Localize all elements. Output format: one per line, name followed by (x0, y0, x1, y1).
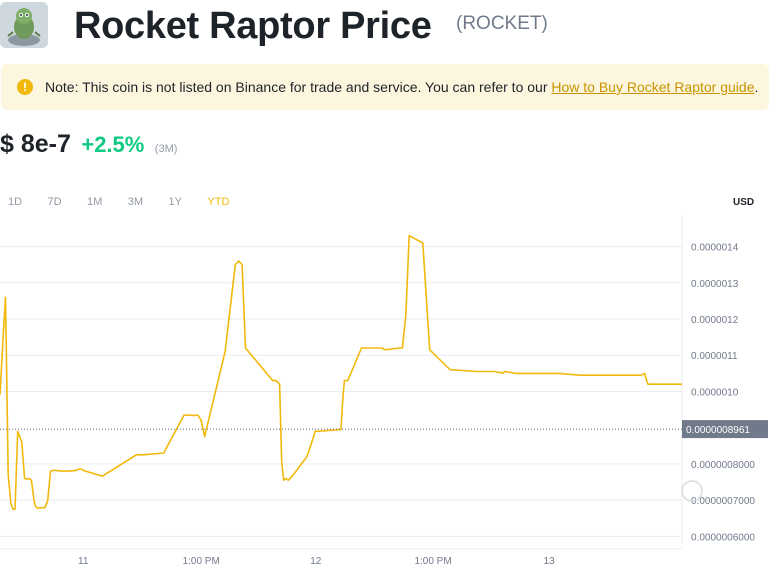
y-tick-label: 0.0000013 (691, 279, 739, 290)
y-tick-label: 0.0000010 (691, 387, 739, 398)
notice-suffix: . (754, 79, 759, 95)
x-tick-label: 1:00 PM (183, 556, 220, 567)
price-summary: $ 8e-7 +2.5% (3M) (0, 130, 177, 164)
ticker-symbol: (ROCKET) (456, 13, 548, 34)
range-tab-ytd[interactable]: YTD (207, 196, 230, 208)
notice-message: Note: This coin is not listed on Binance… (45, 79, 552, 95)
time-range-tabs: 1D 7D 1M 3M 1Y YTD (8, 192, 250, 208)
price-line (0, 234, 682, 510)
x-tick-label: 12 (310, 556, 322, 567)
change-period: (3M) (154, 143, 178, 155)
coin-logo (0, 2, 48, 48)
y-tick-label: 0.0000008000 (691, 460, 755, 471)
x-tick-label: 11 (78, 556, 89, 567)
price-change: +2.5% (81, 132, 145, 157)
page-header: Rocket Raptor Price (ROCKET) (0, 0, 783, 55)
notice-text: Note: This coin is not listed on Binance… (45, 78, 758, 96)
how-to-buy-guide-link[interactable]: How to Buy Rocket Raptor guide (551, 79, 755, 95)
range-tab-1m[interactable]: 1M (87, 196, 103, 208)
range-tab-7d[interactable]: 7D (47, 196, 62, 208)
x-tick-label: 13 (543, 556, 555, 567)
x-tick-label: 1:00 PM (414, 556, 451, 567)
page-title: Rocket Raptor Price (74, 5, 432, 47)
price-chart[interactable]: #f0b90b" stop-opacity="0.28"/>0.00000140… (0, 214, 783, 575)
y-tick-label: 0.0000007000 (691, 496, 755, 507)
chart-watermark-icon (681, 480, 703, 502)
current-price-badge (682, 420, 768, 439)
range-tab-3m[interactable]: 3M (127, 196, 144, 208)
currency-unit: USD (733, 197, 755, 208)
not-listed-notice: ! Note: This coin is not listed on Binan… (1, 64, 769, 110)
y-tick-label: 0.0000006000 (691, 532, 755, 543)
current-price: $ 8e-7 (0, 130, 71, 158)
exclamation-icon: ! (17, 79, 33, 95)
y-tick-label: 0.0000012 (691, 315, 739, 326)
price-area (0, 236, 682, 510)
range-tab-1y[interactable]: 1Y (168, 196, 182, 208)
y-tick-label: 0.0000011 (691, 351, 738, 362)
y-tick-label: 0.0000014 (691, 243, 739, 254)
current-price-label: 0.0000008961 (686, 425, 750, 436)
range-tab-1d[interactable]: 1D (8, 196, 23, 208)
